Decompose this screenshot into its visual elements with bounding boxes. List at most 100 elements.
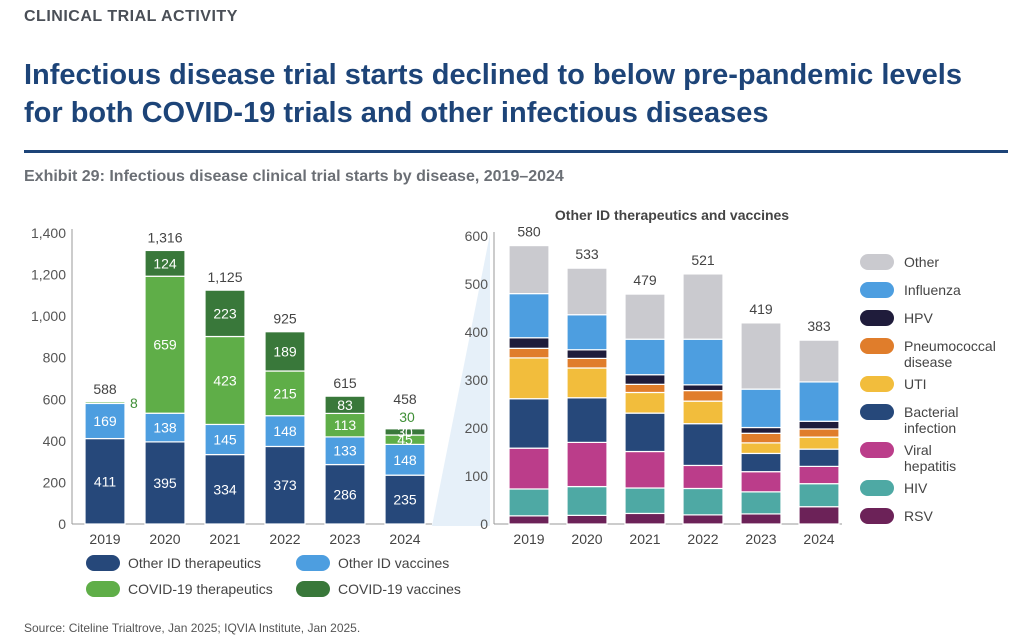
data-label: 189 bbox=[273, 343, 297, 359]
legend-item-other-id-therapeutics: Other ID therapeutics bbox=[86, 555, 296, 571]
left-y-tick-label: 0 bbox=[58, 516, 66, 532]
left-x-tick-label: 2019 bbox=[89, 531, 120, 547]
left-x-tick-label: 2021 bbox=[209, 531, 240, 547]
legend-item-hpv: HPV bbox=[860, 310, 933, 326]
bar-rsv-2021 bbox=[624, 512, 666, 525]
bar-uti-2021 bbox=[624, 391, 666, 414]
legend-item-other: Other bbox=[860, 254, 939, 270]
bar-influenza-2019 bbox=[508, 293, 550, 339]
right-total-label-2019: 580 bbox=[517, 224, 541, 240]
title-divider bbox=[24, 150, 1008, 153]
data-label: 45 bbox=[397, 432, 413, 448]
data-label: 83 bbox=[337, 397, 353, 413]
data-label: 138 bbox=[153, 420, 177, 436]
data-label: 223 bbox=[213, 305, 237, 321]
right-total-label-2024: 383 bbox=[807, 318, 831, 334]
bar-covid-19-vaccines-2020 bbox=[144, 249, 186, 277]
right-total-label-2021: 479 bbox=[633, 272, 657, 288]
bar-pneumococcal-disease-2024 bbox=[798, 428, 840, 438]
data-label: 124 bbox=[153, 255, 177, 271]
bar-covid-19-vaccines-2022 bbox=[264, 331, 306, 372]
bar-covid-19-therapeutics-2019 bbox=[84, 401, 126, 405]
bar-other-id-vaccines-2023 bbox=[324, 436, 366, 466]
left-x-tick-label: 2023 bbox=[329, 531, 360, 547]
data-label: 334 bbox=[213, 481, 237, 497]
right-chart-title: Other ID therapeutics and vaccines bbox=[555, 207, 789, 223]
left-y-tick-label: 1,400 bbox=[31, 225, 66, 241]
bar-viral-hepatitis-2023 bbox=[740, 471, 782, 493]
bar-hiv-2023 bbox=[740, 491, 782, 515]
legend-label: Other ID therapeutics bbox=[128, 555, 262, 571]
left-y-tick-label: 1,200 bbox=[31, 267, 66, 283]
right-x-tick-label: 2023 bbox=[745, 531, 776, 547]
bar-other-2020 bbox=[566, 267, 608, 316]
bar-hpv-2019 bbox=[508, 337, 550, 349]
legend-swatch bbox=[860, 442, 894, 458]
bar-viral-hepatitis-2020 bbox=[566, 441, 608, 488]
total-label-2020: 1,316 bbox=[147, 229, 182, 245]
data-label: 215 bbox=[273, 385, 297, 401]
right-total-label-2023: 419 bbox=[749, 301, 773, 317]
legend-swatch bbox=[860, 404, 894, 420]
left-x-tick-label: 2022 bbox=[269, 531, 300, 547]
bar-uti-2019 bbox=[508, 357, 550, 400]
section-kicker: CLINICAL TRIAL ACTIVITY bbox=[24, 8, 238, 25]
bar-hpv-2022 bbox=[682, 384, 724, 392]
right-y-tick-label: 500 bbox=[465, 276, 489, 292]
right-x-tick-label: 2021 bbox=[629, 531, 660, 547]
legend-item-covid-vaccines: COVID-19 vaccines bbox=[296, 581, 506, 597]
bar-hiv-2024 bbox=[798, 483, 840, 508]
bar-influenza-2020 bbox=[566, 314, 608, 351]
bar-influenza-2021 bbox=[624, 338, 666, 376]
legend-label: COVID-19 therapeutics bbox=[128, 581, 273, 597]
right-y-tick-label: 400 bbox=[465, 324, 489, 340]
legend-label: RSV bbox=[904, 508, 933, 524]
bar-hiv-2020 bbox=[566, 485, 608, 516]
legend-swatch bbox=[860, 338, 894, 354]
legend-swatch bbox=[296, 555, 330, 571]
bar-other-2021 bbox=[624, 293, 666, 340]
right-total-label-2020: 533 bbox=[575, 246, 599, 262]
legend-label: Bacterial infection bbox=[904, 404, 959, 436]
bar-viral-hepatitis-2022 bbox=[682, 464, 724, 490]
bar-bacterial-infection-2022 bbox=[682, 423, 724, 467]
bar-other-id-therapeutics-2022 bbox=[264, 445, 306, 525]
legend-item-influenza: Influenza bbox=[860, 282, 961, 298]
bar-other-2019 bbox=[508, 245, 550, 295]
right-x-tick-label: 2022 bbox=[687, 531, 718, 547]
bar-hpv-2023 bbox=[740, 426, 782, 434]
bar-other-id-vaccines-2021 bbox=[204, 423, 246, 456]
right-x-tick-label: 2020 bbox=[571, 531, 602, 547]
right-x-tick-label: 2024 bbox=[803, 531, 834, 547]
bar-uti-2022 bbox=[682, 400, 724, 425]
exhibit-title: Exhibit 29: Infectious disease clinical … bbox=[24, 168, 564, 185]
data-label: 373 bbox=[273, 477, 297, 493]
data-label: 145 bbox=[213, 432, 237, 448]
bar-covid-19-vaccines-2021 bbox=[204, 289, 246, 338]
page-title: Infectious disease trial starts declined… bbox=[24, 59, 962, 129]
bar-other-id-therapeutics-2021 bbox=[204, 453, 246, 525]
bar-uti-2020 bbox=[566, 367, 608, 399]
left-y-tick-label: 600 bbox=[43, 391, 67, 407]
data-label: 8 bbox=[130, 395, 138, 411]
legend-swatch bbox=[296, 581, 330, 597]
left-x-tick-label: 2024 bbox=[389, 531, 420, 547]
bar-uti-2024 bbox=[798, 436, 840, 450]
legend-label: Viral hepatitis bbox=[904, 442, 957, 474]
bar-other-2024 bbox=[798, 339, 840, 383]
right-y-tick-label: 600 bbox=[465, 228, 489, 244]
left-y-tick-label: 800 bbox=[43, 350, 67, 366]
legend-label: Other ID vaccines bbox=[338, 555, 450, 571]
bar-covid-19-therapeutics-2020 bbox=[144, 275, 186, 414]
bar-rsv-2019 bbox=[508, 515, 550, 525]
bar-hiv-2022 bbox=[682, 487, 724, 516]
bar-viral-hepatitis-2021 bbox=[624, 450, 666, 489]
bar-other-2022 bbox=[682, 273, 724, 340]
bar-other-id-vaccines-2022 bbox=[264, 415, 306, 448]
legend-swatch bbox=[860, 282, 894, 298]
bar-rsv-2024 bbox=[798, 506, 840, 525]
legend-item-bacterial: Bacterial infection bbox=[860, 404, 1010, 436]
right-y-tick-label: 200 bbox=[465, 420, 489, 436]
legend-item-covid-therapeutics: COVID-19 therapeutics bbox=[86, 581, 296, 597]
